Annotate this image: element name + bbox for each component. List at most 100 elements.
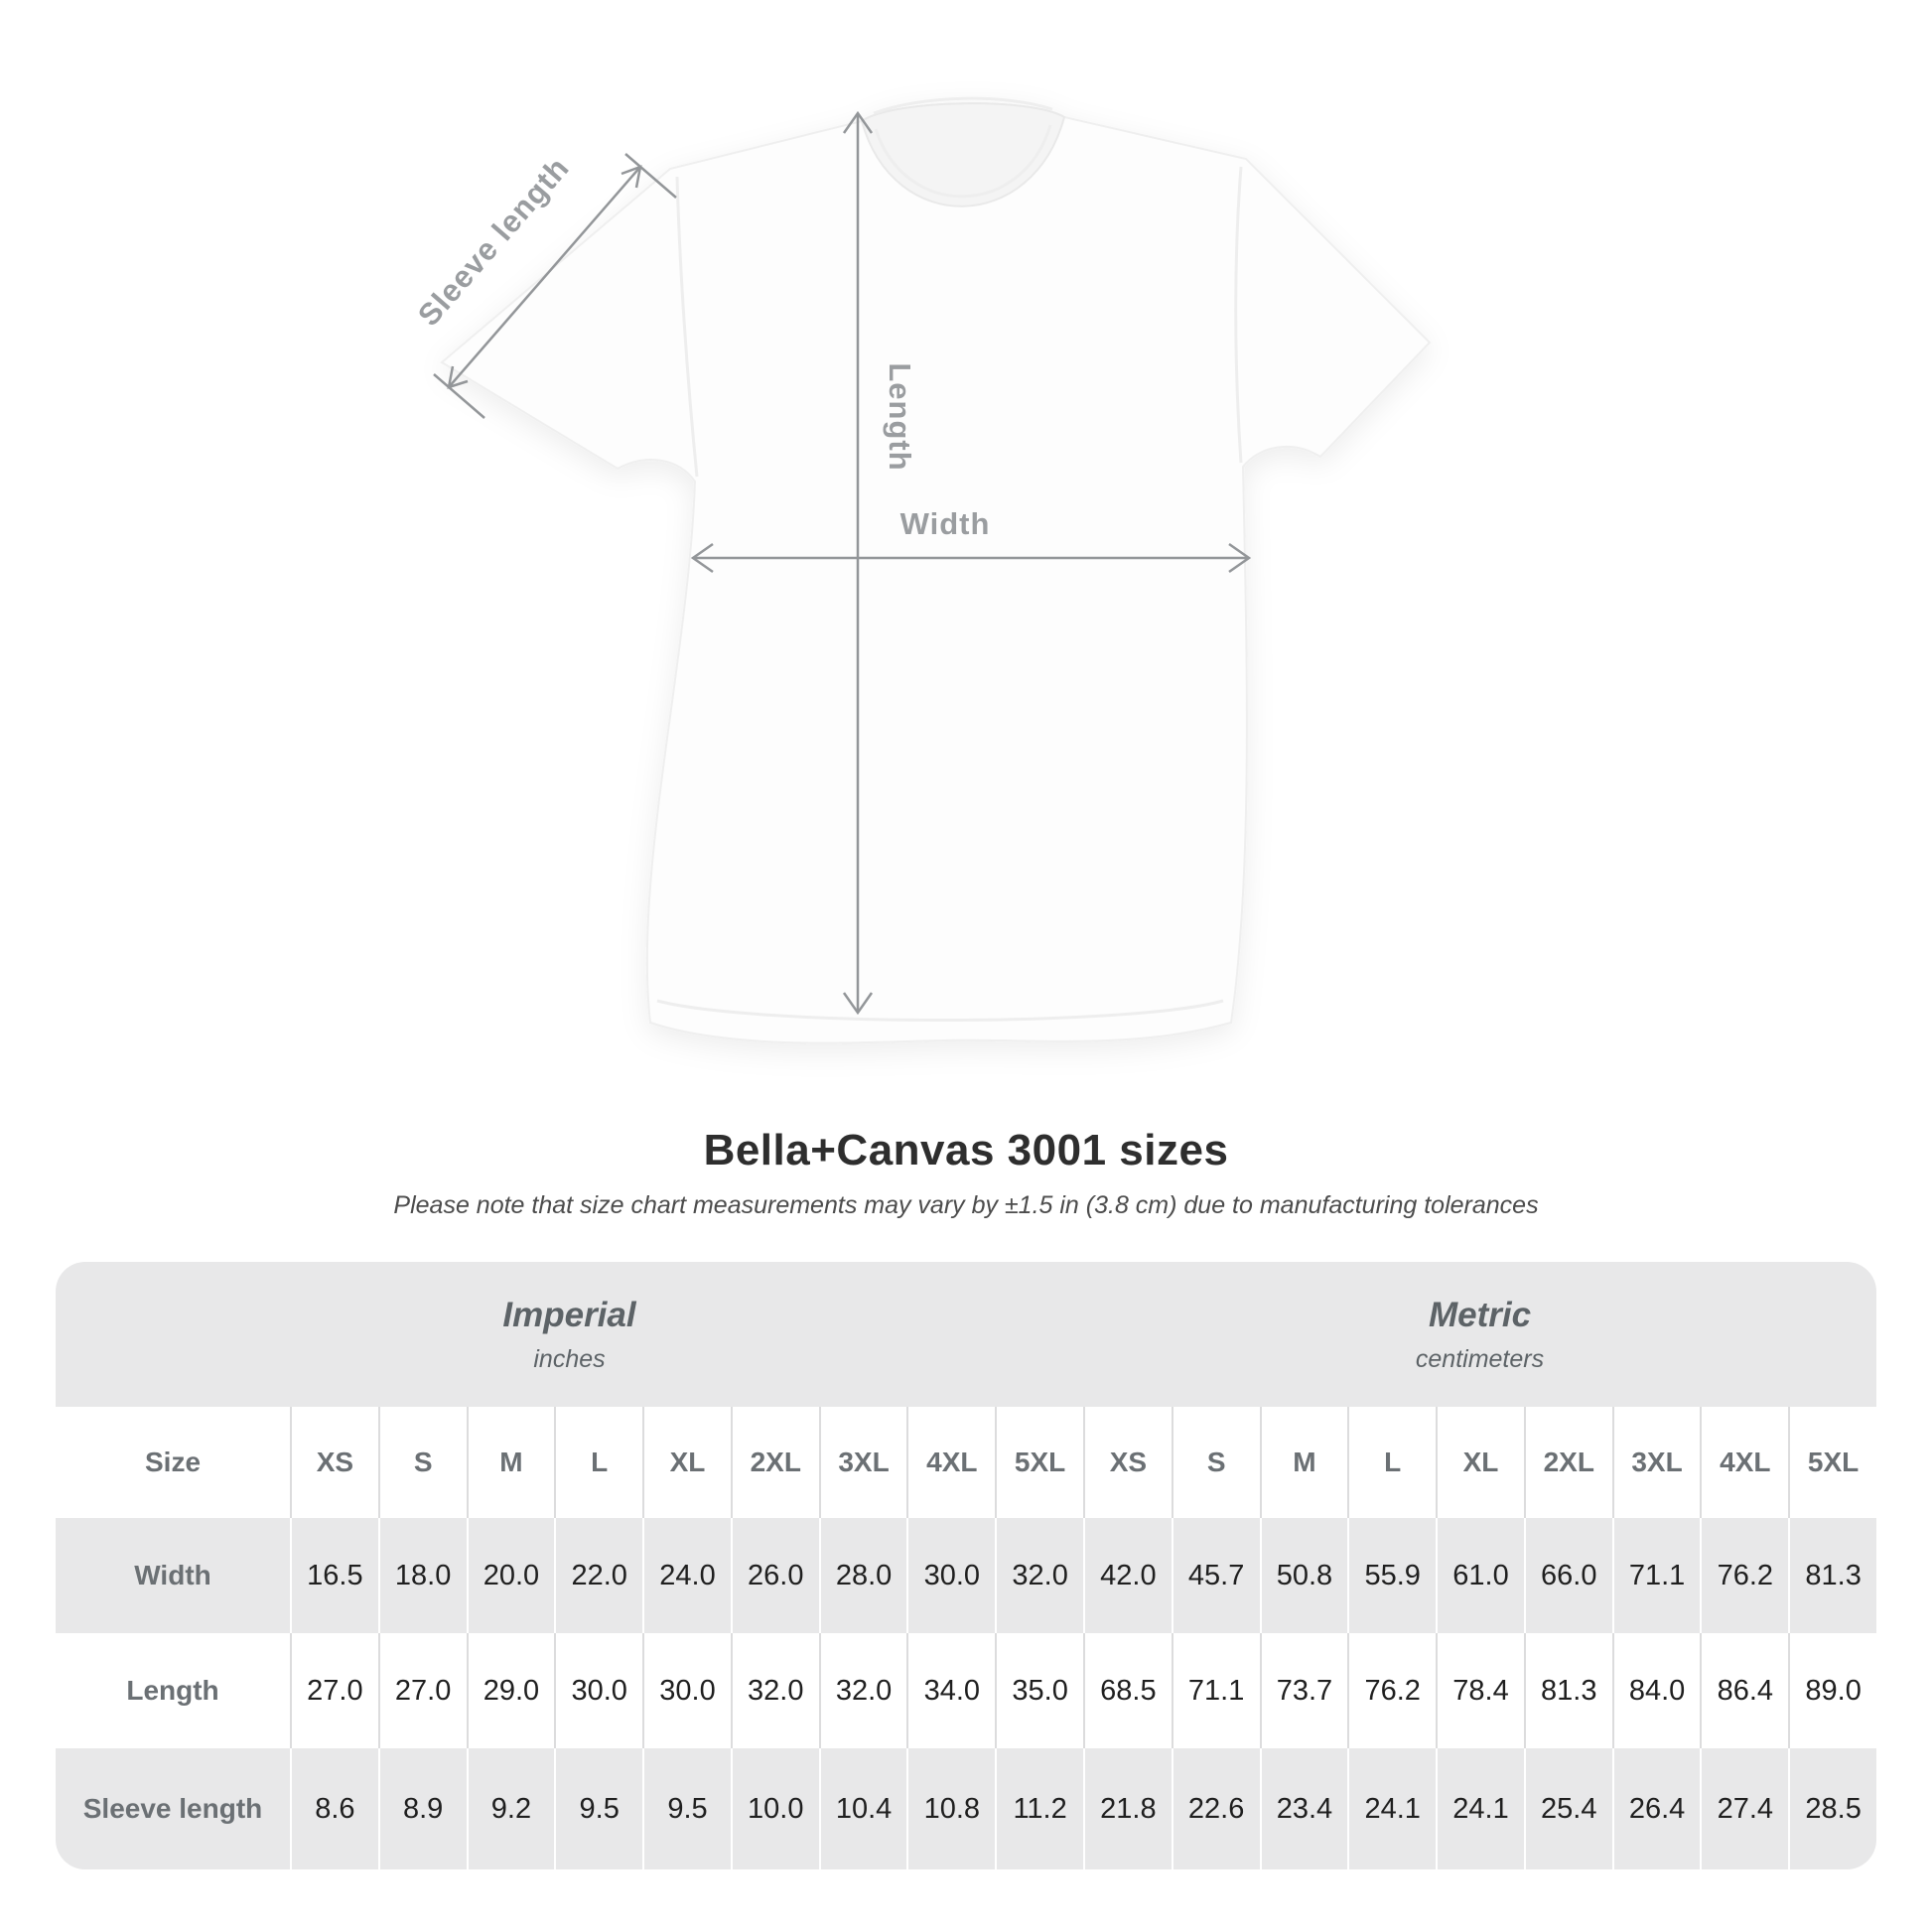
metric-group-unit: centimeters xyxy=(1415,1344,1545,1373)
value-metric-4xl: 76.2 xyxy=(1700,1518,1788,1633)
value-imperial-2xl: 32.0 xyxy=(730,1633,819,1748)
value-metric-2xl: 66.0 xyxy=(1523,1518,1612,1633)
size-header-row: Size XS S M L XL 2XL 3XL 4XL 5XL XS S M L XL 2XL 3XL 4XL 5… xyxy=(56,1407,1876,1518)
width-label: Width xyxy=(900,506,991,541)
value-imperial-s: 8.9 xyxy=(377,1748,467,1869)
size-header-metric-xs: XS xyxy=(1083,1407,1172,1518)
imperial-group-header: Imperial inches xyxy=(56,1262,1083,1407)
value-imperial-xs: 16.5 xyxy=(290,1518,378,1633)
value-metric-5xl: 89.0 xyxy=(1788,1633,1876,1748)
value-metric-5xl: 28.5 xyxy=(1788,1748,1876,1869)
size-header-imperial-m: M xyxy=(466,1407,555,1518)
value-metric-xs: 42.0 xyxy=(1083,1518,1172,1633)
value-metric-3xl: 26.4 xyxy=(1611,1748,1701,1869)
size-header-imperial-l: L xyxy=(554,1407,642,1518)
tshirt-diagram: Width Length Sleeve length xyxy=(411,96,1432,1044)
metric-group-header: Metric centimeters xyxy=(1083,1262,1876,1407)
value-metric-s: 22.6 xyxy=(1171,1748,1260,1869)
size-header-imperial-3xl: 3XL xyxy=(818,1407,907,1518)
tolerance-note: Please note that size chart measurements… xyxy=(393,1191,1539,1219)
value-metric-l: 55.9 xyxy=(1347,1518,1436,1633)
size-header-metric-m: M xyxy=(1259,1407,1348,1518)
imperial-group-unit: inches xyxy=(533,1344,606,1373)
row-label: Length xyxy=(126,1675,219,1706)
value-imperial-xl: 30.0 xyxy=(642,1633,731,1748)
length-label: Length xyxy=(883,362,917,471)
value-metric-2xl: 81.3 xyxy=(1523,1633,1612,1748)
size-header-metric-4xl: 4XL xyxy=(1700,1407,1788,1518)
size-header-imperial-xs: XS xyxy=(290,1407,378,1518)
value-metric-3xl: 71.1 xyxy=(1611,1518,1701,1633)
title-block: Bella+Canvas 3001 sizes Please note that… xyxy=(0,1092,1932,1262)
row-label: Width xyxy=(134,1560,211,1590)
value-imperial-l: 30.0 xyxy=(554,1633,642,1748)
value-imperial-5xl: 35.0 xyxy=(995,1633,1083,1748)
value-imperial-xs: 8.6 xyxy=(290,1748,378,1869)
value-imperial-2xl: 26.0 xyxy=(730,1518,819,1633)
value-imperial-4xl: 30.0 xyxy=(906,1518,995,1633)
value-metric-4xl: 86.4 xyxy=(1700,1633,1788,1748)
value-metric-xs: 68.5 xyxy=(1083,1633,1172,1748)
value-metric-5xl: 81.3 xyxy=(1788,1518,1876,1633)
size-table: Imperial inches Metric centimeters Size X… xyxy=(56,1262,1876,1869)
table-row-width: Width 16.5 18.0 20.0 22.0 24.0 26.0 28.0 30.0 32.… xyxy=(56,1518,1876,1633)
value-imperial-m: 9.2 xyxy=(466,1748,555,1869)
value-imperial-xl: 9.5 xyxy=(642,1748,731,1869)
value-imperial-5xl: 32.0 xyxy=(995,1518,1083,1633)
value-metric-l: 76.2 xyxy=(1347,1633,1436,1748)
tshirt-shape xyxy=(440,96,1432,1044)
value-metric-m: 73.7 xyxy=(1259,1633,1348,1748)
size-header-imperial-5xl: 5XL xyxy=(995,1407,1083,1518)
table-row-sleeve-length: Sleeve length 8.6 8.9 9.2 9.5 9.5 10.0 10.4 10.8… xyxy=(56,1748,1876,1869)
value-imperial-m: 29.0 xyxy=(466,1633,555,1748)
value-metric-m: 23.4 xyxy=(1259,1748,1348,1869)
sleeve-dimension-line xyxy=(433,153,677,419)
value-imperial-l: 9.5 xyxy=(554,1748,642,1869)
value-imperial-3xl: 28.0 xyxy=(818,1518,907,1633)
table-row-length: Length 27.0 27.0 29.0 30.0 30.0 32.0 32.0 34.0 35… xyxy=(56,1633,1876,1748)
metric-group-title: Metric xyxy=(1428,1295,1532,1334)
size-header-metric-l: L xyxy=(1347,1407,1436,1518)
value-metric-xl: 78.4 xyxy=(1436,1633,1524,1748)
value-imperial-xl: 24.0 xyxy=(642,1518,731,1633)
size-header-imperial-xl: XL xyxy=(642,1407,731,1518)
value-imperial-m: 20.0 xyxy=(466,1518,555,1633)
value-metric-2xl: 25.4 xyxy=(1523,1748,1612,1869)
value-metric-xl: 61.0 xyxy=(1436,1518,1524,1633)
size-header-imperial-s: S xyxy=(377,1407,467,1518)
width-dimension-line xyxy=(690,542,1252,574)
value-metric-l: 24.1 xyxy=(1347,1748,1436,1869)
value-metric-m: 50.8 xyxy=(1259,1518,1348,1633)
value-metric-4xl: 27.4 xyxy=(1700,1748,1788,1869)
imperial-group-title: Imperial xyxy=(502,1295,636,1334)
value-imperial-3xl: 10.4 xyxy=(818,1748,907,1869)
size-header-metric-5xl: 5XL xyxy=(1788,1407,1876,1518)
size-column-header: Size xyxy=(144,1447,202,1477)
tshirt-illustration: Width Length Sleeve length xyxy=(411,96,1432,1044)
value-imperial-xs: 27.0 xyxy=(290,1633,378,1748)
size-header-imperial-2xl: 2XL xyxy=(730,1407,819,1518)
value-metric-xs: 21.8 xyxy=(1083,1748,1172,1869)
size-header-metric-s: S xyxy=(1171,1407,1260,1518)
value-imperial-2xl: 10.0 xyxy=(730,1748,819,1869)
unit-group-header: Imperial inches Metric centimeters xyxy=(56,1262,1876,1407)
value-metric-xl: 24.1 xyxy=(1436,1748,1524,1869)
length-dimension-line xyxy=(842,110,874,1016)
value-imperial-s: 27.0 xyxy=(377,1633,467,1748)
value-imperial-s: 18.0 xyxy=(377,1518,467,1633)
value-imperial-4xl: 10.8 xyxy=(906,1748,995,1869)
value-imperial-4xl: 34.0 xyxy=(906,1633,995,1748)
value-imperial-5xl: 11.2 xyxy=(995,1748,1083,1869)
size-header-imperial-4xl: 4XL xyxy=(906,1407,995,1518)
value-metric-s: 71.1 xyxy=(1171,1633,1260,1748)
size-header-metric-xl: XL xyxy=(1436,1407,1524,1518)
value-imperial-l: 22.0 xyxy=(554,1518,642,1633)
page-title: Bella+Canvas 3001 sizes xyxy=(703,1126,1229,1174)
value-metric-3xl: 84.0 xyxy=(1611,1633,1701,1748)
size-header-metric-3xl: 3XL xyxy=(1611,1407,1701,1518)
size-header-metric-2xl: 2XL xyxy=(1523,1407,1612,1518)
value-metric-s: 45.7 xyxy=(1171,1518,1260,1633)
value-imperial-3xl: 32.0 xyxy=(818,1633,907,1748)
row-label: Sleeve length xyxy=(82,1793,263,1824)
